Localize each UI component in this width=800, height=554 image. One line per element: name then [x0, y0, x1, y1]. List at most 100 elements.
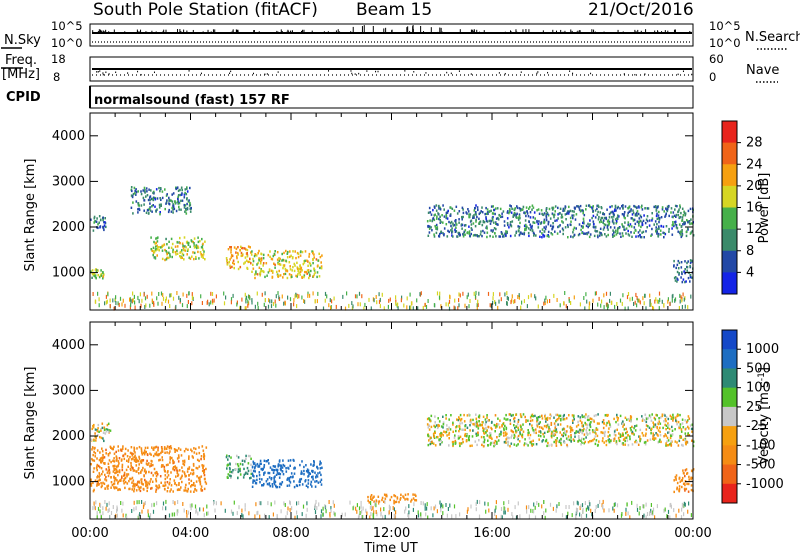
power-noise-cell — [143, 292, 145, 297]
power-echo-cell — [165, 194, 168, 197]
power-echo-cell — [298, 271, 300, 274]
power-noise-cell — [144, 296, 147, 301]
velocity-echo-cell — [118, 457, 121, 460]
velocity-echo-cell — [225, 455, 228, 459]
velocity-echo-cell — [645, 432, 647, 435]
power-echo-cell — [255, 254, 258, 257]
velocity-noise-cell — [683, 512, 685, 517]
power-echo-cell — [531, 229, 534, 233]
velocity-echo-cell — [466, 426, 469, 429]
velocity-echo-cell — [137, 466, 140, 470]
velocity-noise-cell — [536, 501, 538, 505]
power-echo-cell — [592, 214, 595, 218]
power-echo-cell — [507, 223, 509, 227]
velocity-echo-cell — [132, 469, 135, 472]
power-echo-cell — [521, 208, 523, 211]
power-echo-cell — [632, 209, 634, 212]
velocity-echo-cell — [517, 438, 519, 441]
power-echo-cell — [315, 258, 318, 261]
power-echo-cell — [571, 214, 573, 217]
velocity-echo-cell — [688, 478, 690, 481]
velocity-echo-cell — [176, 469, 178, 472]
power-echo-cell — [455, 219, 457, 222]
power-echo-cell — [143, 186, 146, 190]
power-echo-cell — [660, 216, 663, 219]
velocity-echo-cell — [137, 459, 140, 463]
nsky-top-tick: 10^5 — [51, 19, 83, 33]
power-echo-cell — [619, 207, 621, 210]
velocity-echo-cell — [667, 424, 670, 427]
power-echo-cell — [593, 234, 596, 238]
power-noise-cell — [679, 293, 681, 298]
power-echo-cell — [262, 264, 264, 267]
power-echo-cell — [493, 208, 496, 212]
power-echo-cell — [168, 240, 170, 243]
velocity-echo-cell — [117, 449, 120, 452]
power-echo-cell — [251, 250, 253, 253]
power-noise-cell — [129, 297, 131, 302]
velocity-echo-cell — [543, 431, 546, 435]
power-noise-cell — [333, 296, 335, 301]
power-echo-cell — [186, 198, 188, 201]
velocity-echo-cell — [490, 441, 492, 445]
velocity-echo-cell — [307, 475, 309, 478]
velocity-echo-cell — [276, 468, 279, 472]
power-echo-cell — [524, 211, 526, 215]
power-echo-cell — [192, 251, 194, 254]
velocity-echo-cell — [106, 423, 109, 427]
power-noise-cell — [586, 299, 588, 304]
velocity-echo-cell — [195, 480, 198, 483]
power-noise-cell — [490, 303, 492, 308]
velocity-noise-cell — [356, 503, 358, 508]
velocity-echo-cell — [503, 417, 506, 420]
velocity-echo-cell — [236, 454, 238, 458]
nave-mark — [188, 70, 190, 72]
velocity-echo-cell — [123, 471, 126, 475]
power-echo-cell — [481, 234, 483, 238]
velocity-echo-cell — [456, 418, 458, 421]
velocity-noise-cell — [112, 505, 114, 509]
velocity-echo-cell — [494, 439, 497, 443]
velocity-echo-cell — [151, 486, 153, 490]
power-echo-cell — [93, 215, 96, 219]
velocity-echo-cell — [279, 482, 281, 486]
power-echo-cell — [572, 228, 575, 231]
power-noise-cell — [597, 302, 599, 307]
velocity-echo-cell — [141, 469, 143, 472]
velocity-echo-cell — [501, 425, 503, 428]
power-echo-cell — [260, 257, 263, 260]
power-echo-cell — [663, 236, 665, 239]
power-echo-cell — [592, 205, 594, 208]
velocity-echo-cell — [276, 485, 279, 489]
velocity-echo-cell — [434, 425, 436, 429]
velocity-echo-cell — [536, 418, 539, 422]
velocity-noise-cell — [568, 505, 570, 509]
velocity-echo-cell — [532, 429, 535, 432]
velocity-echo-cell — [91, 448, 93, 451]
velocity-noise-cell — [224, 508, 226, 513]
velocity-noise-cell — [565, 515, 567, 520]
velocity-echo-cell — [150, 471, 153, 475]
power-echo-cell — [614, 230, 617, 234]
power-echo-cell — [632, 219, 635, 222]
velocity-echo-cell — [550, 436, 553, 439]
power-echo-cell — [171, 206, 173, 210]
power-noise-cell — [130, 303, 132, 308]
power-echo-cell — [509, 223, 512, 226]
velocity-noise-cell — [143, 502, 145, 507]
power-echo-cell — [567, 236, 569, 239]
velocity-echo-cell — [110, 481, 113, 484]
velocity-echo-cell — [670, 440, 673, 443]
velocity-noise-cell — [433, 506, 435, 511]
power-noise-cell — [592, 298, 594, 303]
velocity-echo-cell — [103, 482, 106, 485]
velocity-echo-cell — [283, 464, 286, 468]
velocity-echo-cell — [577, 423, 580, 427]
velocity-noise-cell — [616, 503, 619, 508]
velocity-echo-cell — [175, 466, 178, 470]
power-echo-cell — [148, 188, 150, 191]
power-echo-cell — [583, 222, 585, 225]
velocity-echo-cell — [179, 448, 182, 451]
power-noise-cell — [121, 302, 123, 307]
velocity-echo-cell — [113, 476, 115, 479]
